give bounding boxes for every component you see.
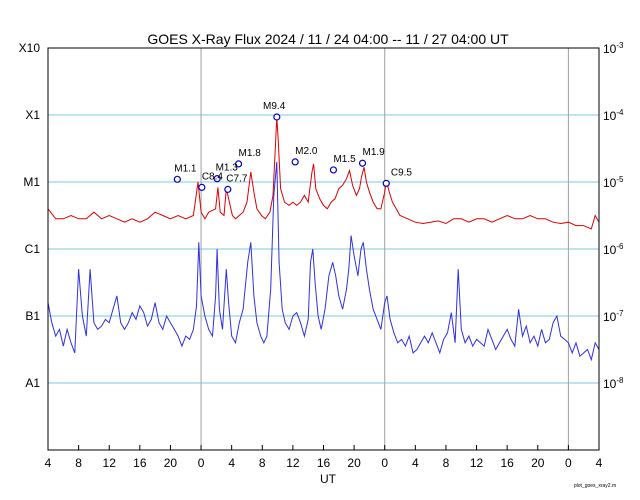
flare-peak-marker xyxy=(224,185,232,193)
x-tick-label: 0 xyxy=(565,456,572,470)
right-axis-label: 10-8 xyxy=(603,376,624,391)
x-tick-label: 12 xyxy=(103,456,117,470)
x-tick-label: 0 xyxy=(381,456,388,470)
x-tick-label: 20 xyxy=(164,456,178,470)
flare-label: C9.5 xyxy=(391,167,413,178)
x-ticks: 4 8 12 16 20 0 4 8 12 16 20 0 4 8 12 16 20 0 4 xyxy=(45,445,603,470)
flare-label: C8.4 xyxy=(202,171,224,182)
flare-peak-marker xyxy=(234,160,243,168)
x-tick-label: 4 xyxy=(596,456,603,470)
flare-peak-marker xyxy=(358,159,367,167)
flare-label: M1.1 xyxy=(174,163,197,174)
right-axis-labels: 10-3 10-4 10-5 10-6 10-7 10-8 xyxy=(603,41,624,391)
flare-labels: M1.1 C8.4M1.3C7.7 M1.8 M9.4 M2.0 M1.5 M1.9 C9.5 xyxy=(174,101,412,184)
x-tick-label: 4 xyxy=(228,456,235,470)
flare-peak-marker xyxy=(213,175,221,183)
flare-label: M9.4 xyxy=(263,101,286,112)
x-tick-label: 20 xyxy=(531,456,545,470)
class-label: B1 xyxy=(25,309,40,323)
plot-credit: plot_goes_xray2.m xyxy=(574,483,616,489)
x-tick-label: 8 xyxy=(443,456,450,470)
flux-series-line-2 xyxy=(47,161,600,362)
flare-markers xyxy=(173,113,390,193)
class-label: M1 xyxy=(23,175,40,189)
x-tick-label: 16 xyxy=(133,456,147,470)
right-axis-label: 10-6 xyxy=(603,242,624,257)
flare-peak-marker xyxy=(198,183,206,191)
right-axis-label: 10-5 xyxy=(603,175,624,190)
right-axis-label: 10-4 xyxy=(603,108,624,123)
x-tick-label: 8 xyxy=(75,456,82,470)
class-labels: X10 X1 M1 C1 B1 A1 xyxy=(19,41,41,390)
flare-peak-marker xyxy=(382,179,390,187)
x-tick-label: 4 xyxy=(412,456,419,470)
flare-label: M1.8 xyxy=(239,148,262,159)
x-tick-label: 12 xyxy=(470,456,484,470)
flux-series-line-1 xyxy=(47,116,600,230)
chart-title: GOES X-Ray Flux 2024 / 11 / 24 04:00 -- … xyxy=(147,31,509,47)
flare-label: C7.7 xyxy=(226,173,248,184)
right-axis-label: 10-3 xyxy=(603,41,624,56)
x-tick-label: 12 xyxy=(286,456,300,470)
x-tick-label: 0 xyxy=(198,456,205,470)
class-label: C1 xyxy=(25,242,41,256)
flare-peak-marker xyxy=(291,158,299,166)
x-tick-label: 16 xyxy=(500,456,514,470)
class-label: A1 xyxy=(25,376,40,390)
flare-label: M2.0 xyxy=(295,146,318,157)
class-label: X1 xyxy=(25,108,40,122)
x-tick-label: 8 xyxy=(259,456,266,470)
class-label: X10 xyxy=(19,41,41,55)
flare-label: M1.3 xyxy=(216,163,239,174)
right-axis-label: 10-7 xyxy=(603,309,624,324)
grid-lines xyxy=(48,114,599,384)
flux-series xyxy=(47,116,600,362)
x-tick-label: 20 xyxy=(347,456,361,470)
x-tick-label: 4 xyxy=(45,456,52,470)
day-boundary-lines xyxy=(200,48,569,450)
flare-peak-marker xyxy=(173,175,181,183)
flare-peak-marker xyxy=(329,166,338,174)
x-axis-title: UT xyxy=(320,472,337,486)
x-tick-label: 16 xyxy=(317,456,331,470)
flare-label: M1.9 xyxy=(363,147,386,158)
flare-label: M1.5 xyxy=(333,154,356,165)
flare-peak-marker xyxy=(273,113,281,121)
